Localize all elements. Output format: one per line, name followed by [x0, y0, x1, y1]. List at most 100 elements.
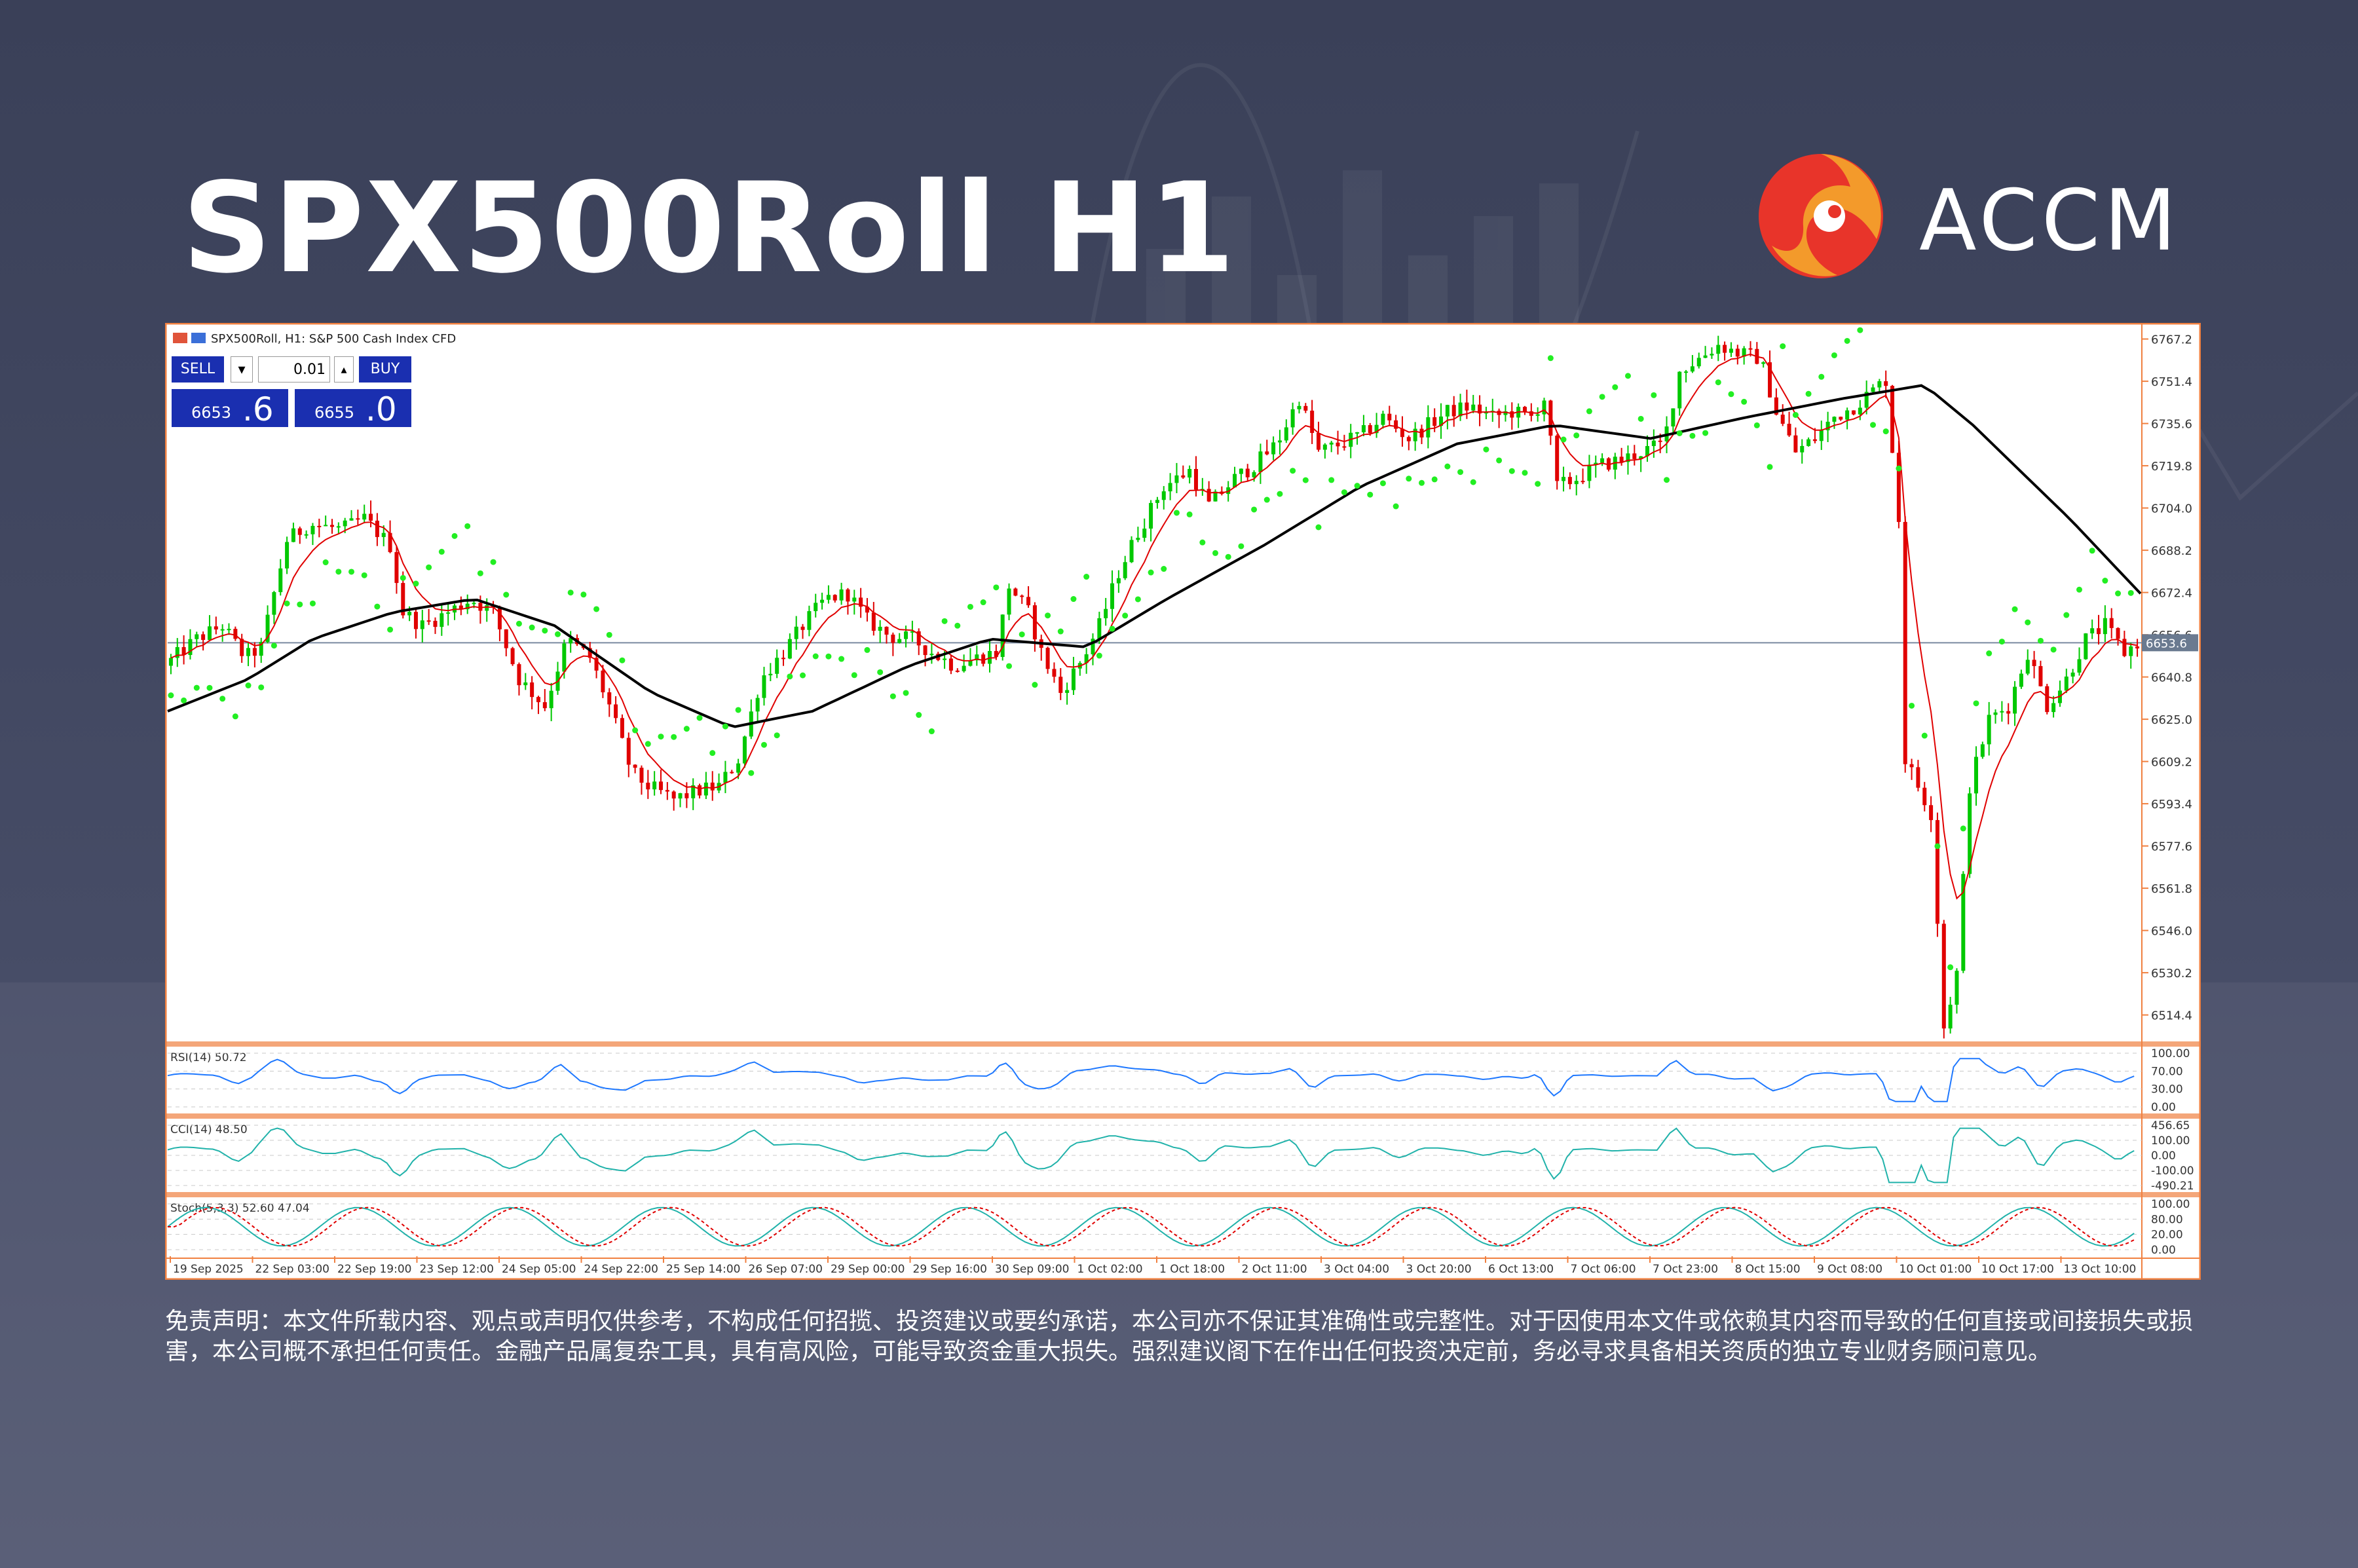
pane-separator: [165, 1192, 2201, 1197]
candle-body: [1020, 595, 1024, 597]
candle-body: [955, 670, 960, 672]
buy-button[interactable]: BUY: [359, 356, 411, 383]
candle-body: [865, 607, 869, 613]
sar-dot: [1882, 428, 1889, 435]
candle-body: [201, 634, 206, 641]
fast-moving-average-line: [170, 353, 2138, 900]
candle-body: [1142, 529, 1147, 538]
candle-body: [381, 532, 386, 537]
sar-dot: [980, 599, 986, 606]
sar-dot: [1535, 481, 1541, 487]
sar-dot: [1909, 702, 1915, 709]
sar-dot: [258, 684, 265, 690]
candle-body: [975, 654, 979, 661]
candle-body: [659, 781, 663, 791]
candle-body: [1129, 540, 1134, 563]
candle-body: [1922, 787, 1927, 806]
sar-dot: [735, 707, 741, 713]
x-tick-label: 22 Sep 19:00: [337, 1263, 411, 1276]
price-chart[interactable]: 6767.2 6751.4 6735.6 6719.8 6704.0 6688.2 6672…: [164, 322, 2201, 1280]
candle-body: [1896, 453, 1901, 522]
candle-body: [1955, 971, 1959, 1005]
candle-body: [504, 629, 508, 648]
candle-body: [1045, 648, 1050, 669]
candle-body: [1961, 874, 1966, 971]
sar-dot: [606, 631, 612, 638]
candle-body: [2109, 618, 2114, 628]
sar-dot: [1896, 465, 1902, 472]
sell-price[interactable]: 6653 .6: [172, 389, 288, 428]
indicator-tick-label: 20.00: [2151, 1229, 2183, 1242]
sell-price-suffix: .6: [242, 390, 274, 428]
indicator-line: [167, 1058, 2135, 1102]
x-tick-label: 23 Sep 12:00: [420, 1263, 494, 1276]
candle-body: [2097, 628, 2101, 635]
candle-body: [1233, 474, 1237, 488]
indicator-pane: RSI(14) 50.72 100.00 70.00 30.00 0.00: [167, 1047, 2190, 1114]
indicator-line: [167, 1127, 2135, 1184]
candle-body: [1155, 500, 1159, 503]
candle-body: [1761, 362, 1766, 364]
candle-body: [1226, 487, 1231, 495]
sar-dot: [1122, 612, 1129, 619]
sar-dot: [271, 643, 277, 649]
candle-body: [1478, 404, 1482, 414]
candle-body: [272, 592, 276, 615]
sar-dot: [580, 591, 587, 598]
candle-body: [1058, 677, 1063, 693]
candle-body: [601, 670, 605, 692]
candle-body: [227, 629, 231, 631]
sar-dot: [1728, 391, 1734, 398]
lot-stepper-icon[interactable]: ▴: [334, 356, 354, 383]
sar-dot: [1483, 446, 1489, 453]
buy-price-suffix: .0: [365, 390, 397, 428]
indicator-tick-label: 0.00: [2151, 1149, 2176, 1163]
candle-body: [2038, 665, 2043, 686]
candle-body: [859, 597, 863, 607]
sar-dot: [1070, 596, 1077, 603]
candle-body: [2084, 633, 2088, 660]
candle-body: [168, 658, 173, 666]
sar-dot: [2115, 590, 2122, 597]
sar-dot: [1651, 392, 1657, 398]
sar-dot: [1676, 430, 1683, 436]
candle-body: [775, 658, 779, 674]
buy-price-prefix: 6655: [314, 403, 355, 422]
sar-dot: [1406, 476, 1412, 482]
sar-dot: [1367, 491, 1374, 498]
candle-body: [1406, 437, 1411, 441]
candle-body: [691, 785, 696, 798]
sar-dot: [864, 646, 870, 653]
candle-body: [1884, 381, 1888, 386]
candle-body: [1413, 428, 1417, 441]
candle-body: [1787, 423, 1791, 436]
candle-body: [948, 658, 953, 671]
x-tick-label: 7 Oct 23:00: [1653, 1263, 1718, 1276]
candle-body: [310, 525, 315, 534]
y-tick-label: 6593.4: [2151, 798, 2192, 812]
lot-dropdown-icon[interactable]: ▾: [231, 356, 253, 383]
y-tick-label: 6719.8: [2151, 460, 2192, 474]
candle-body: [1510, 411, 1514, 418]
buy-price[interactable]: 6655 .0: [295, 389, 411, 428]
candle-body: [626, 737, 631, 765]
candle-body: [297, 528, 302, 535]
candle-body: [943, 658, 947, 660]
candle-body: [820, 599, 825, 603]
candle-body: [891, 634, 895, 643]
candle-body: [388, 532, 392, 552]
x-tick-label: 22 Sep 03:00: [255, 1263, 329, 1276]
indicator-tick-label: 30.00: [2151, 1083, 2183, 1096]
sar-dot: [168, 692, 174, 699]
candle-body: [1432, 417, 1437, 426]
sar-dot: [1302, 477, 1309, 483]
sell-button[interactable]: SELL: [172, 356, 224, 383]
candle-body: [794, 626, 798, 639]
lot-size-field[interactable]: 0.01: [258, 356, 330, 383]
indicator-tick-label: 456.65: [2151, 1119, 2190, 1132]
candle-body: [324, 525, 328, 527]
sar-dot: [1638, 415, 1644, 422]
candle-body: [1562, 477, 1566, 481]
candle-body: [1361, 425, 1366, 433]
candle-body: [833, 595, 837, 601]
